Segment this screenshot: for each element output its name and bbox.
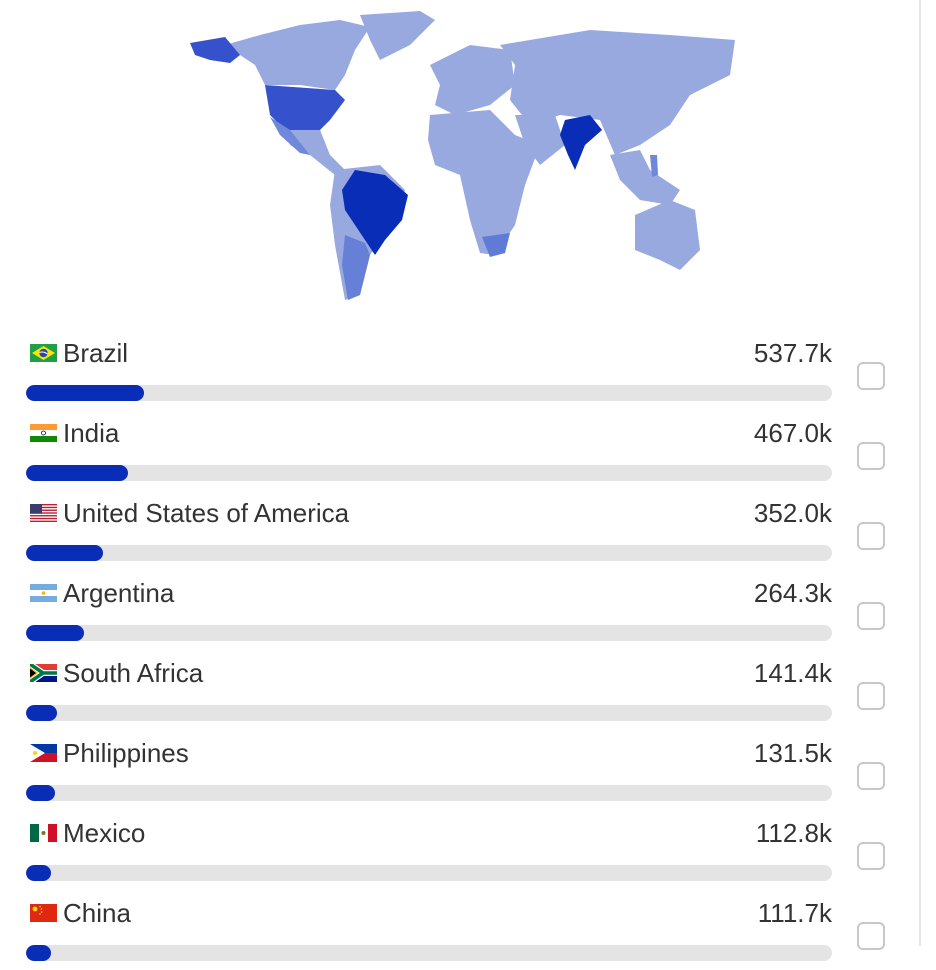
country-row[interactable]: United States of America 352.0k	[0, 490, 920, 570]
philippines-flag-icon	[30, 744, 57, 762]
map-asia	[500, 30, 735, 155]
country-checkbox[interactable]	[857, 362, 885, 390]
country-checkbox[interactable]	[857, 842, 885, 870]
country-name: United States of America	[63, 498, 350, 528]
progress-track	[26, 865, 832, 881]
country-row[interactable]: Argentina 264.3k	[0, 570, 920, 650]
progress-track	[26, 545, 832, 561]
mexico-flag-icon	[30, 824, 57, 842]
progress-track	[26, 465, 832, 481]
progress-track	[26, 945, 832, 961]
progress-fill	[26, 465, 129, 481]
map-southeast-asia	[610, 150, 680, 205]
map-philippines	[650, 155, 658, 177]
brazil-flag-icon	[30, 344, 57, 362]
progress-fill	[26, 945, 51, 961]
country-name: Argentina	[63, 578, 175, 608]
map-india	[560, 115, 602, 170]
country-name: Philippines	[63, 738, 189, 768]
country-checkbox[interactable]	[857, 922, 885, 950]
progress-fill	[26, 865, 51, 881]
country-name: India	[63, 418, 120, 448]
progress-fill	[26, 545, 104, 561]
country-row[interactable]: Mexico 112.8k	[0, 810, 920, 890]
argentina-flag-icon	[30, 584, 57, 602]
map-canada	[225, 20, 370, 90]
map-middle-east	[515, 115, 565, 165]
progress-fill	[26, 385, 144, 401]
country-row[interactable]: South Africa 141.4k	[0, 650, 920, 730]
map-mexico	[270, 117, 310, 155]
progress-track	[26, 705, 832, 721]
country-name: Mexico	[63, 818, 146, 848]
country-checkbox[interactable]	[857, 762, 885, 790]
map-australia	[635, 200, 700, 270]
country-value: 537.7k	[753, 338, 832, 368]
country-row[interactable]: India 467.0k	[0, 410, 920, 490]
map-africa	[428, 110, 540, 255]
progress-fill	[26, 785, 56, 801]
country-row[interactable]: China 111.7k	[0, 890, 920, 970]
map-europe	[430, 45, 515, 115]
country-value: 131.5k	[753, 738, 832, 768]
country-name: Brazil	[63, 338, 129, 368]
country-checkbox[interactable]	[857, 602, 885, 630]
country-value: 264.3k	[753, 578, 832, 608]
progress-track	[26, 625, 832, 641]
map-brazil	[342, 170, 408, 255]
country-checkbox[interactable]	[857, 522, 885, 550]
map-alaska	[190, 37, 240, 63]
country-row[interactable]: Brazil 537.7k	[0, 330, 920, 410]
country-value: 352.0k	[753, 498, 832, 528]
south-africa-flag-icon	[30, 664, 57, 682]
country-value: 467.0k	[753, 418, 832, 448]
map-central-america	[285, 130, 345, 175]
map-greenland	[360, 11, 435, 60]
map-argentina	[342, 235, 370, 300]
panel-divider	[919, 0, 921, 946]
country-value: 111.7k	[757, 898, 832, 928]
progress-fill	[26, 625, 85, 641]
country-value: 141.4k	[753, 658, 832, 688]
country-checkbox[interactable]	[857, 682, 885, 710]
china-flag-icon	[30, 904, 57, 922]
progress-track	[26, 385, 832, 401]
progress-track	[26, 785, 832, 801]
usa-flag-icon	[30, 504, 57, 522]
world-map[interactable]	[170, 5, 750, 305]
country-value: 112.8k	[755, 818, 832, 848]
country-checkbox[interactable]	[857, 442, 885, 470]
india-flag-icon	[30, 424, 57, 442]
country-name: South Africa	[63, 658, 204, 688]
progress-fill	[26, 705, 57, 721]
country-name: China	[63, 898, 131, 928]
map-south-africa	[482, 233, 510, 257]
country-row[interactable]: Philippines 131.5k	[0, 730, 920, 810]
map-usa	[265, 85, 345, 130]
